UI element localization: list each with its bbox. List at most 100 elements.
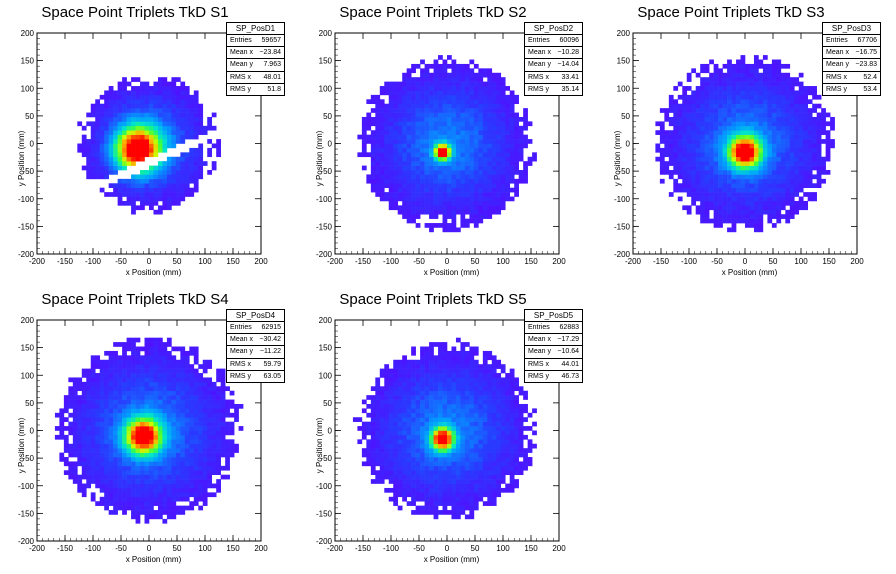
heatmap-cell — [189, 421, 195, 427]
heatmap-cell — [411, 94, 416, 100]
heatmap-cell — [117, 496, 123, 502]
heatmap-cell — [686, 152, 692, 158]
heatmap-cell — [153, 461, 159, 467]
heatmap-cell — [140, 457, 145, 462]
heatmap-cell — [193, 465, 199, 471]
heatmap-cell — [171, 86, 177, 91]
heatmap-cell — [491, 178, 497, 184]
heatmap-cell — [175, 439, 181, 445]
heatmap-cell — [126, 421, 132, 427]
heatmap-cell — [762, 209, 768, 215]
heatmap-cell — [140, 381, 145, 387]
heatmap-cell — [758, 174, 764, 180]
heatmap-cell — [117, 403, 123, 409]
heatmap-cell — [736, 112, 741, 118]
heatmap-cell — [122, 94, 127, 100]
heatmap-cell — [162, 346, 168, 352]
heatmap-cell — [780, 81, 786, 87]
heatmap-cell — [794, 183, 800, 188]
heatmap-cell — [122, 386, 127, 392]
heatmap-cell — [211, 412, 217, 418]
heatmap-cell — [202, 403, 208, 409]
heatmap-cell — [99, 377, 105, 383]
heatmap-cell — [736, 161, 741, 166]
heatmap-cell — [157, 448, 163, 453]
heatmap-cell — [438, 192, 443, 197]
heatmap-cell — [144, 479, 150, 484]
heatmap-cell — [379, 390, 385, 396]
heatmap-cell — [220, 448, 226, 453]
heatmap-cell — [189, 457, 195, 462]
heatmap-cell — [104, 103, 109, 109]
y-tick-label: -100 — [18, 195, 35, 204]
heatmap-cell — [429, 112, 434, 118]
heatmap-cell — [785, 183, 791, 188]
heatmap-cell — [469, 183, 475, 188]
heatmap-cell — [798, 156, 804, 162]
heatmap-cell — [366, 178, 372, 184]
heatmap-cell — [740, 68, 746, 74]
heatmap-cell — [171, 496, 177, 502]
heatmap-cell — [104, 386, 109, 392]
heatmap-cell — [776, 86, 782, 91]
heatmap-cell — [189, 364, 195, 369]
heatmap-cell — [393, 403, 399, 409]
heatmap-cell — [758, 170, 764, 175]
heatmap-cell — [157, 434, 163, 440]
heatmap-cell — [420, 125, 425, 131]
heatmap-cell — [162, 501, 168, 506]
heatmap-cell — [117, 165, 123, 171]
heatmap-cell — [63, 448, 69, 453]
heatmap-cell — [175, 452, 181, 458]
heatmap-cell — [90, 139, 96, 144]
heatmap-cell — [135, 108, 141, 113]
heatmap-cell — [135, 99, 141, 105]
heatmap-cell — [460, 134, 466, 140]
heatmap-cell — [745, 94, 750, 100]
heatmap-cell — [460, 196, 466, 202]
heatmap-cell — [140, 196, 145, 202]
heatmap-cell — [438, 68, 443, 74]
heatmap-cell — [384, 474, 390, 480]
heatmap-cell — [220, 474, 226, 480]
heatmap-cell — [447, 134, 452, 140]
heatmap-cell — [104, 412, 109, 418]
heatmap-cell — [473, 112, 479, 118]
heatmap-cell — [95, 434, 101, 440]
heatmap-cell — [157, 381, 163, 387]
heatmap-cell — [523, 125, 528, 131]
heatmap-cell — [207, 147, 213, 153]
heatmap-cell — [135, 403, 141, 409]
heatmap-cell — [108, 386, 114, 392]
heatmap-cell — [216, 470, 221, 475]
heatmap-cell — [406, 161, 412, 166]
heatmap-cell — [664, 165, 670, 171]
heatmap-cell — [220, 381, 226, 387]
heatmap-cell — [677, 103, 683, 109]
heatmap-cell — [686, 209, 692, 215]
heatmap-cell — [135, 483, 141, 489]
heatmap-cell — [131, 439, 136, 445]
heatmap-cell — [81, 139, 87, 144]
heatmap-cell — [149, 487, 154, 493]
heatmap-cell — [438, 108, 443, 113]
heatmap-cell — [469, 134, 475, 140]
heatmap-cell — [384, 152, 390, 158]
heatmap-cell — [166, 192, 172, 197]
heatmap-cell — [184, 373, 190, 378]
heatmap-cell — [668, 99, 674, 105]
heatmap-cell — [216, 443, 221, 449]
heatmap-cell — [496, 112, 502, 118]
heatmap-cell — [478, 214, 484, 219]
heatmap-cell — [149, 337, 154, 343]
heatmap-cell — [175, 170, 181, 175]
heatmap-cell — [718, 161, 723, 166]
heatmap-cell — [379, 178, 385, 184]
heatmap-cell — [122, 112, 127, 118]
y-tick-label: -100 — [18, 482, 35, 491]
heatmap-cell — [189, 399, 195, 405]
heatmap-cell — [388, 130, 394, 135]
heatmap-cell — [758, 112, 764, 118]
heatmap-cell — [175, 174, 181, 180]
heatmap-cell — [713, 161, 719, 166]
